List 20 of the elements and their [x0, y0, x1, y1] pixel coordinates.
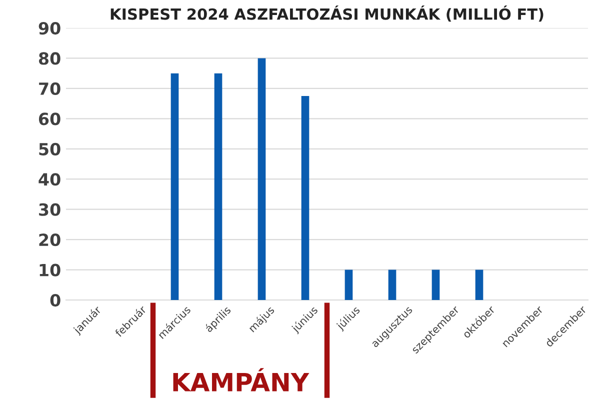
text: KAMPÁNY — [173, 368, 310, 392]
y-tick-label: 80 — [38, 52, 60, 65]
bar — [388, 270, 396, 300]
y-tick-label: 90 — [38, 22, 60, 35]
y-tick-label: 10 — [40, 264, 60, 276]
y-tick-label: 30 — [39, 203, 60, 216]
bar — [258, 58, 266, 300]
bar — [475, 270, 484, 300]
chart-title: KISPEST 2024 ASZFALTOZÁSI MUNKÁK (MILLIÓ FT) — [110, 6, 544, 22]
bar — [170, 73, 179, 300]
bar — [432, 270, 440, 300]
y-tick-label: 20 — [39, 234, 60, 246]
y-tick-label: 0 — [50, 294, 60, 307]
y-tick-label: 60 — [38, 112, 60, 126]
bar — [301, 96, 310, 300]
y-tick-label: 50 — [39, 142, 60, 156]
bar — [344, 270, 353, 300]
y-tick-label: 40 — [38, 173, 60, 186]
y-tick-label: 70 — [39, 82, 60, 96]
bar — [214, 73, 222, 300]
